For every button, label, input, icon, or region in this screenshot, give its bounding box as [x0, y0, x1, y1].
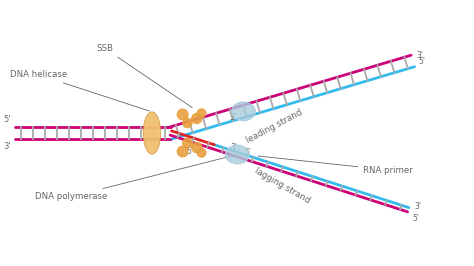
- Text: DNA helicase: DNA helicase: [10, 70, 149, 111]
- Text: leading strand: leading strand: [245, 108, 304, 145]
- Ellipse shape: [225, 145, 249, 164]
- Text: 3': 3': [414, 202, 421, 211]
- Text: SSB: SSB: [96, 44, 192, 108]
- Text: RNA primer: RNA primer: [258, 156, 413, 174]
- Text: 5': 5': [412, 214, 419, 223]
- Ellipse shape: [183, 138, 192, 148]
- Ellipse shape: [177, 146, 188, 157]
- Ellipse shape: [197, 109, 206, 117]
- Ellipse shape: [192, 113, 202, 123]
- Text: 5': 5': [186, 147, 193, 156]
- Ellipse shape: [197, 149, 206, 157]
- Text: 3': 3': [3, 142, 11, 151]
- Text: 3': 3': [229, 113, 236, 122]
- Ellipse shape: [143, 112, 161, 154]
- Text: 5': 5': [3, 115, 10, 124]
- Ellipse shape: [183, 118, 192, 128]
- Text: 5': 5': [419, 57, 426, 66]
- Ellipse shape: [231, 102, 255, 121]
- Text: DNA polymerase: DNA polymerase: [36, 155, 235, 201]
- Text: lagging strand: lagging strand: [253, 167, 311, 206]
- Ellipse shape: [177, 109, 188, 120]
- Ellipse shape: [192, 143, 202, 153]
- Text: 3': 3': [230, 143, 237, 152]
- Text: 5': 5': [245, 148, 252, 157]
- Text: 3': 3': [417, 51, 424, 60]
